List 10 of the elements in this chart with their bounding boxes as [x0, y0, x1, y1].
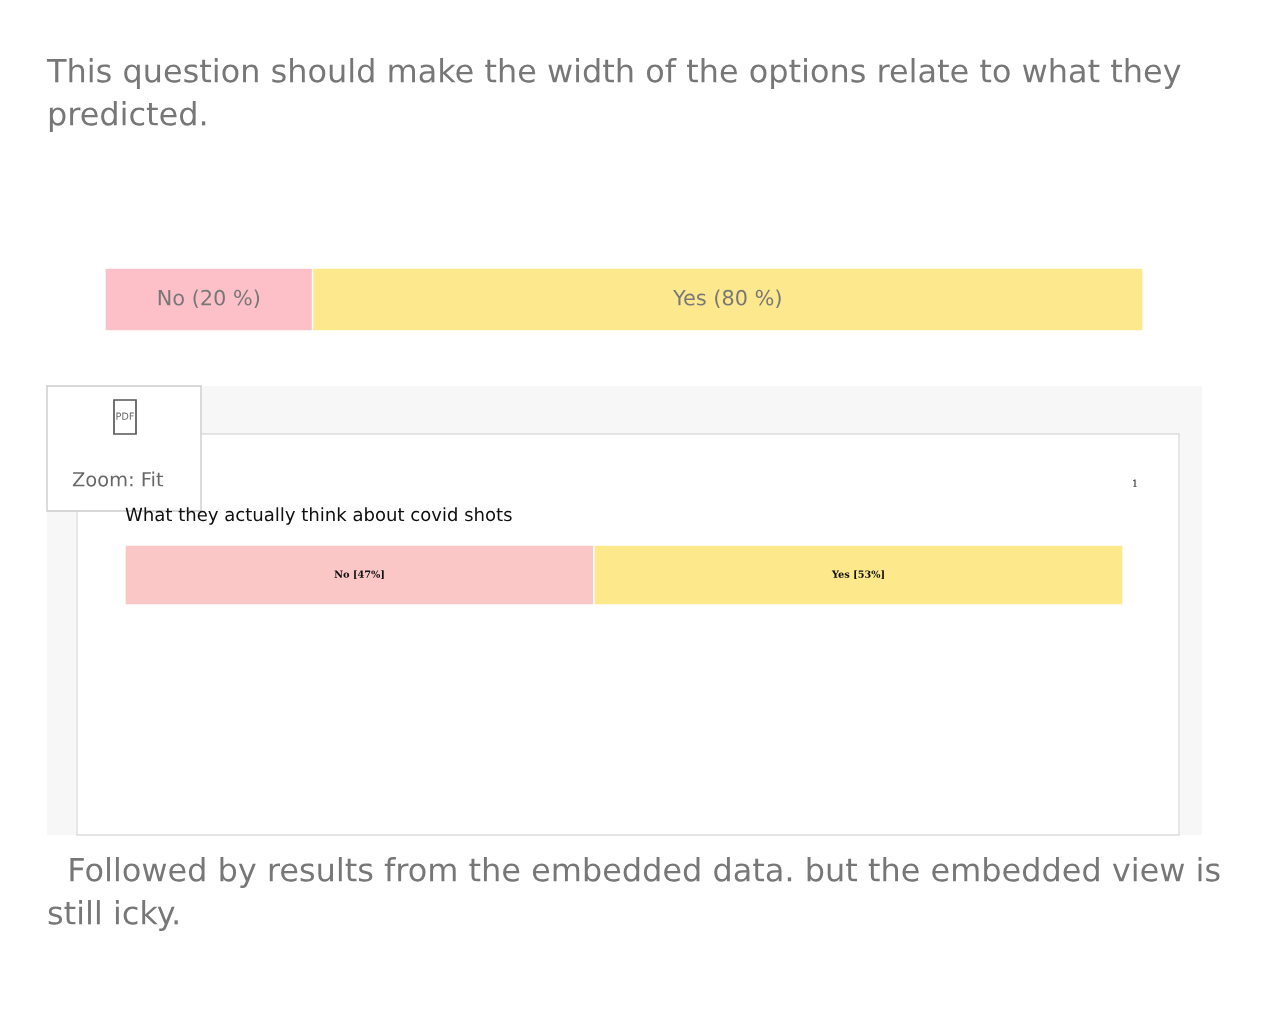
data-label: No (20 %)	[158, 289, 260, 308]
text: Zoom: Fit	[72, 471, 164, 487]
chart-title: What they actually think about covid shots	[125, 507, 512, 525]
text: PDF	[116, 412, 134, 420]
text: Followed by results from the embedded data. but the embedded view is still icky.	[48, 857, 1220, 931]
data-label: Yes (80 %)	[673, 289, 781, 308]
text: This question should make the width of the options relate to what they predicted.	[46, 58, 1181, 132]
text: 1	[1133, 479, 1137, 487]
data-label: No [47%]	[334, 570, 384, 579]
data-label: Yes [53%]	[831, 570, 884, 579]
